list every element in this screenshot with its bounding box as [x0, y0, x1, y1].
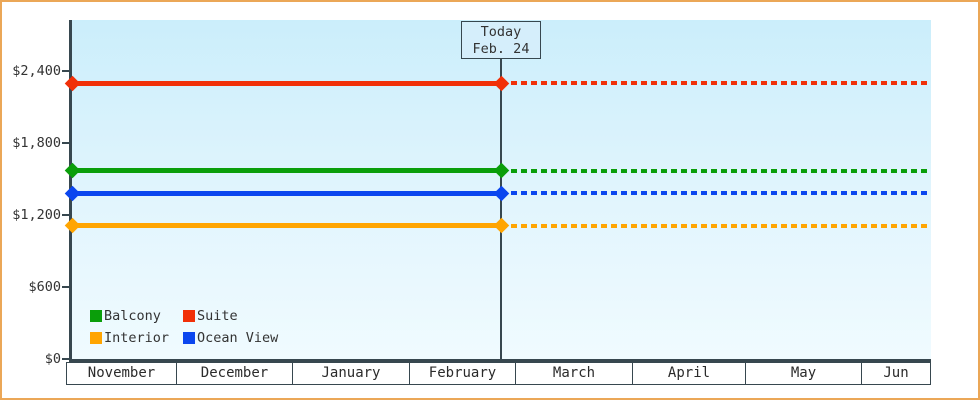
legend: Balcony Suite Interior Ocean View [90, 308, 278, 346]
y-tick-mark [62, 69, 70, 73]
month-cell-january: January [293, 363, 410, 384]
y-tick-label: $600 [28, 279, 61, 295]
today-marker-line [500, 58, 502, 363]
y-tick-mark [62, 213, 70, 217]
legend-item-interior: Interior [90, 330, 183, 346]
y-tick-mark [62, 141, 70, 145]
y-tick-label: $1,200 [12, 207, 61, 223]
month-cell-march: March [516, 363, 633, 384]
legend-swatch-balcony [90, 310, 102, 322]
y-tick-label: $1,800 [12, 135, 61, 151]
today-annotation-date: Feb. 24 [472, 41, 530, 57]
legend-label-balcony: Balcony [104, 308, 161, 324]
x-axis-month-row: November December January February March Apri… [66, 362, 931, 385]
legend-label-interior: Interior [104, 330, 170, 346]
legend-label-ocean-view: Ocean View [197, 330, 279, 346]
y-tick-mark [62, 357, 70, 361]
month-cell-december: December [177, 363, 293, 384]
legend-swatch-interior [90, 332, 102, 344]
series-line-dashed-interior [501, 223, 931, 228]
month-cell-november: November [67, 363, 177, 384]
legend-swatch-ocean-view [183, 332, 195, 344]
month-cell-may: May [746, 363, 862, 384]
series-line-solid-suite [72, 80, 501, 86]
y-tick-mark [62, 285, 70, 289]
series-line-solid-balcony [72, 168, 501, 174]
series-line-dashed-suite [501, 81, 931, 85]
series-line-solid-interior [72, 223, 501, 229]
today-annotation-box: Today Feb. 24 [461, 21, 541, 59]
month-cell-jun: Jun [883, 365, 909, 381]
month-cell-april: April [633, 363, 746, 384]
month-cell-february: February [410, 363, 516, 384]
series-line-dashed-balcony [501, 168, 931, 173]
y-tick-label: $0 [44, 351, 61, 367]
series-line-dashed-ocean-view [501, 191, 931, 196]
legend-item-balcony: Balcony [90, 308, 183, 324]
legend-swatch-suite [183, 310, 195, 322]
legend-label-suite: Suite [197, 308, 238, 324]
legend-item-ocean-view: Ocean View [183, 330, 278, 346]
today-annotation-title: Today [480, 24, 522, 40]
legend-item-suite: Suite [183, 308, 278, 324]
series-line-solid-ocean-view [72, 190, 501, 196]
y-tick-label: $2,400 [12, 63, 61, 79]
